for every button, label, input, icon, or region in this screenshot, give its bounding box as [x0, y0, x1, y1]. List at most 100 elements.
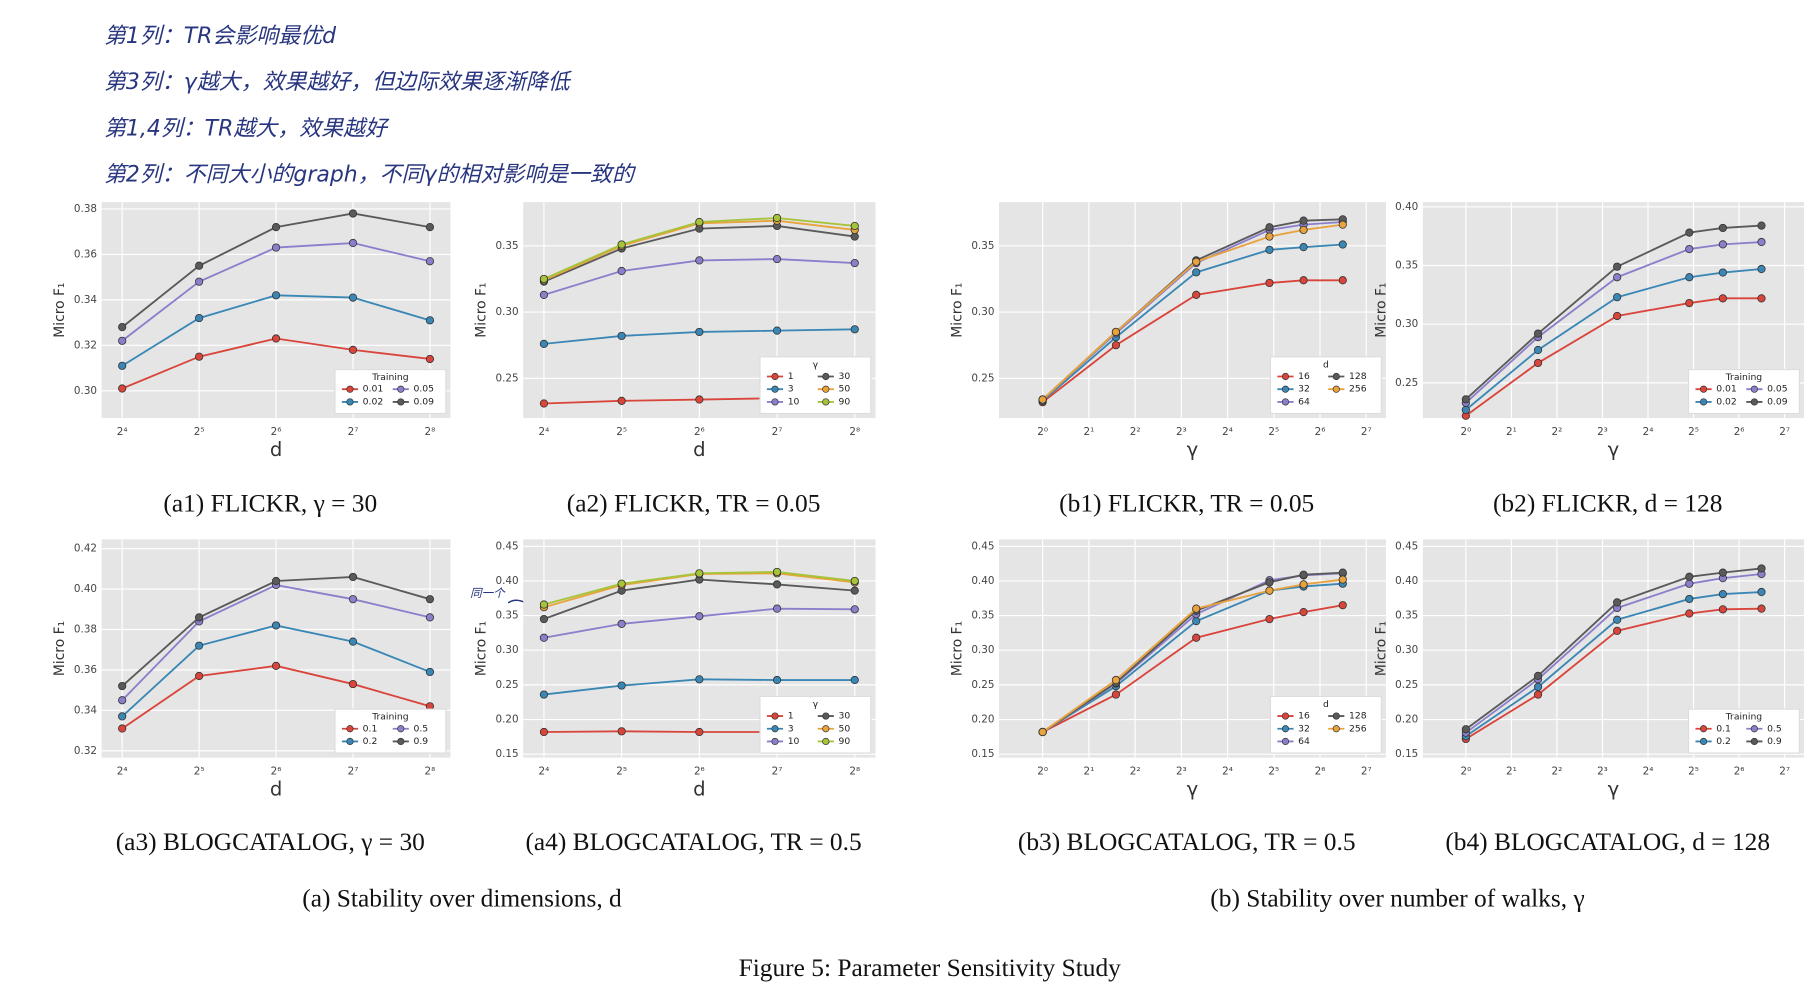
y-tick-label: 0.36 [74, 664, 97, 676]
legend-marker [1332, 385, 1340, 393]
legend-label: 0.01 [363, 384, 384, 395]
data-point [1685, 228, 1694, 237]
legend-box [1269, 356, 1382, 415]
legend-marker [1699, 725, 1708, 733]
data-point [695, 395, 704, 404]
legend-marker [1281, 712, 1290, 720]
x-tick-label: 2⁸ [849, 426, 860, 438]
x-tick-label: 2⁷ [348, 765, 359, 777]
series-line [1042, 279, 1343, 403]
x-axis-label: d [693, 777, 705, 800]
margin-note: 同一个 [470, 586, 506, 600]
y-tick-label: 0.35 [495, 240, 518, 252]
legend-title: Training [1725, 712, 1763, 723]
legend-label: 32 [1298, 384, 1310, 395]
group-caption: (b) Stability over number of walks, γ [1210, 885, 1584, 913]
data-point [695, 727, 704, 737]
y-tick-label: 0.25 [1395, 377, 1418, 389]
data-point [425, 223, 435, 232]
legend-label: 50 [839, 723, 851, 734]
x-tick-label: 2⁵ [194, 426, 205, 438]
x-tick-label: 2³ [1176, 426, 1187, 438]
legend-marker [822, 712, 830, 720]
data-point [118, 361, 127, 370]
x-tick-label: 2⁰ [1460, 765, 1471, 777]
y-axis-label: Micro F₁ [949, 621, 965, 676]
y-tick-label: 0.40 [971, 575, 994, 587]
panel-caption: (a3) BLOGCATALOG, γ = 30 [116, 828, 425, 856]
data-point [850, 605, 859, 614]
data-point [1299, 243, 1308, 252]
legend-marker [1699, 385, 1708, 393]
data-point [617, 579, 626, 588]
series-line [1465, 268, 1762, 411]
data-point [1111, 690, 1121, 699]
data-point [1265, 223, 1274, 232]
data-point [1718, 568, 1727, 577]
legend-marker [1332, 372, 1340, 381]
data-point [772, 604, 782, 613]
legend-box [334, 708, 447, 754]
legend-marker [771, 372, 779, 381]
x-tick-label: 2⁶ [1734, 765, 1745, 777]
figure-caption: Figure 5: Parameter Sensitivity Study [739, 954, 1122, 982]
data-point [1757, 604, 1766, 613]
data-point [1111, 327, 1121, 337]
legend-marker [822, 737, 830, 746]
data-point [1718, 294, 1727, 303]
y-tick-label: 0.30 [1395, 644, 1418, 656]
data-point [425, 316, 435, 325]
legend-label: 0.2 [1716, 736, 1731, 747]
legend-label: 90 [839, 736, 851, 747]
y-axis-label: Micro F₁ [52, 283, 68, 338]
x-tick-label: 2¹ [1506, 426, 1517, 438]
x-tick-label: 2⁷ [772, 765, 783, 777]
data-point [1299, 276, 1308, 285]
data-point [425, 257, 435, 266]
data-point [695, 327, 704, 337]
legend-marker [1281, 725, 1290, 733]
legend-box [1687, 708, 1800, 754]
x-tick-label: 2⁵ [1688, 765, 1699, 777]
data-point [539, 614, 549, 624]
data-point [1038, 395, 1047, 404]
y-tick-label: 0.42 [74, 543, 97, 555]
data-point [1613, 262, 1622, 271]
legend-marker [1281, 372, 1290, 381]
data-point [1192, 268, 1201, 277]
y-tick-label: 0.34 [74, 704, 97, 716]
series-line [1042, 582, 1343, 733]
data-point [1718, 268, 1727, 277]
series-line [1042, 578, 1343, 733]
data-point [695, 612, 704, 621]
x-tick-label: 2⁴ [539, 426, 550, 438]
series-line [1465, 567, 1762, 730]
data-point [772, 567, 782, 577]
x-tick-label: 2³ [1597, 426, 1608, 438]
legend-marker [1750, 737, 1758, 746]
legend-title: Training [371, 372, 409, 383]
data-point [271, 223, 281, 232]
legend-title: γ [813, 699, 819, 710]
data-point [1461, 405, 1470, 414]
data-point [1461, 395, 1470, 404]
legend-marker [771, 712, 779, 720]
data-point [1718, 223, 1727, 233]
panel-caption: (a4) BLOGCATALOG, TR = 0.5 [525, 828, 861, 856]
y-tick-label: 0.32 [74, 339, 97, 351]
data-point [695, 675, 704, 684]
x-tick-label: 2⁵ [616, 765, 627, 777]
x-tick-label: 2⁵ [194, 765, 205, 777]
data-point [1685, 572, 1694, 581]
legend-label: 256 [1349, 723, 1367, 734]
data-point [539, 290, 549, 299]
data-point [617, 331, 626, 341]
legend-marker [771, 725, 779, 733]
legend-marker [1750, 398, 1758, 406]
y-tick-label: 0.35 [495, 610, 518, 622]
y-tick-label: 0.45 [1395, 540, 1418, 552]
y-tick-label: 0.45 [495, 540, 518, 552]
legend-marker [1332, 725, 1340, 733]
x-axis-label: d [270, 777, 282, 800]
y-tick-label: 0.25 [495, 372, 518, 384]
